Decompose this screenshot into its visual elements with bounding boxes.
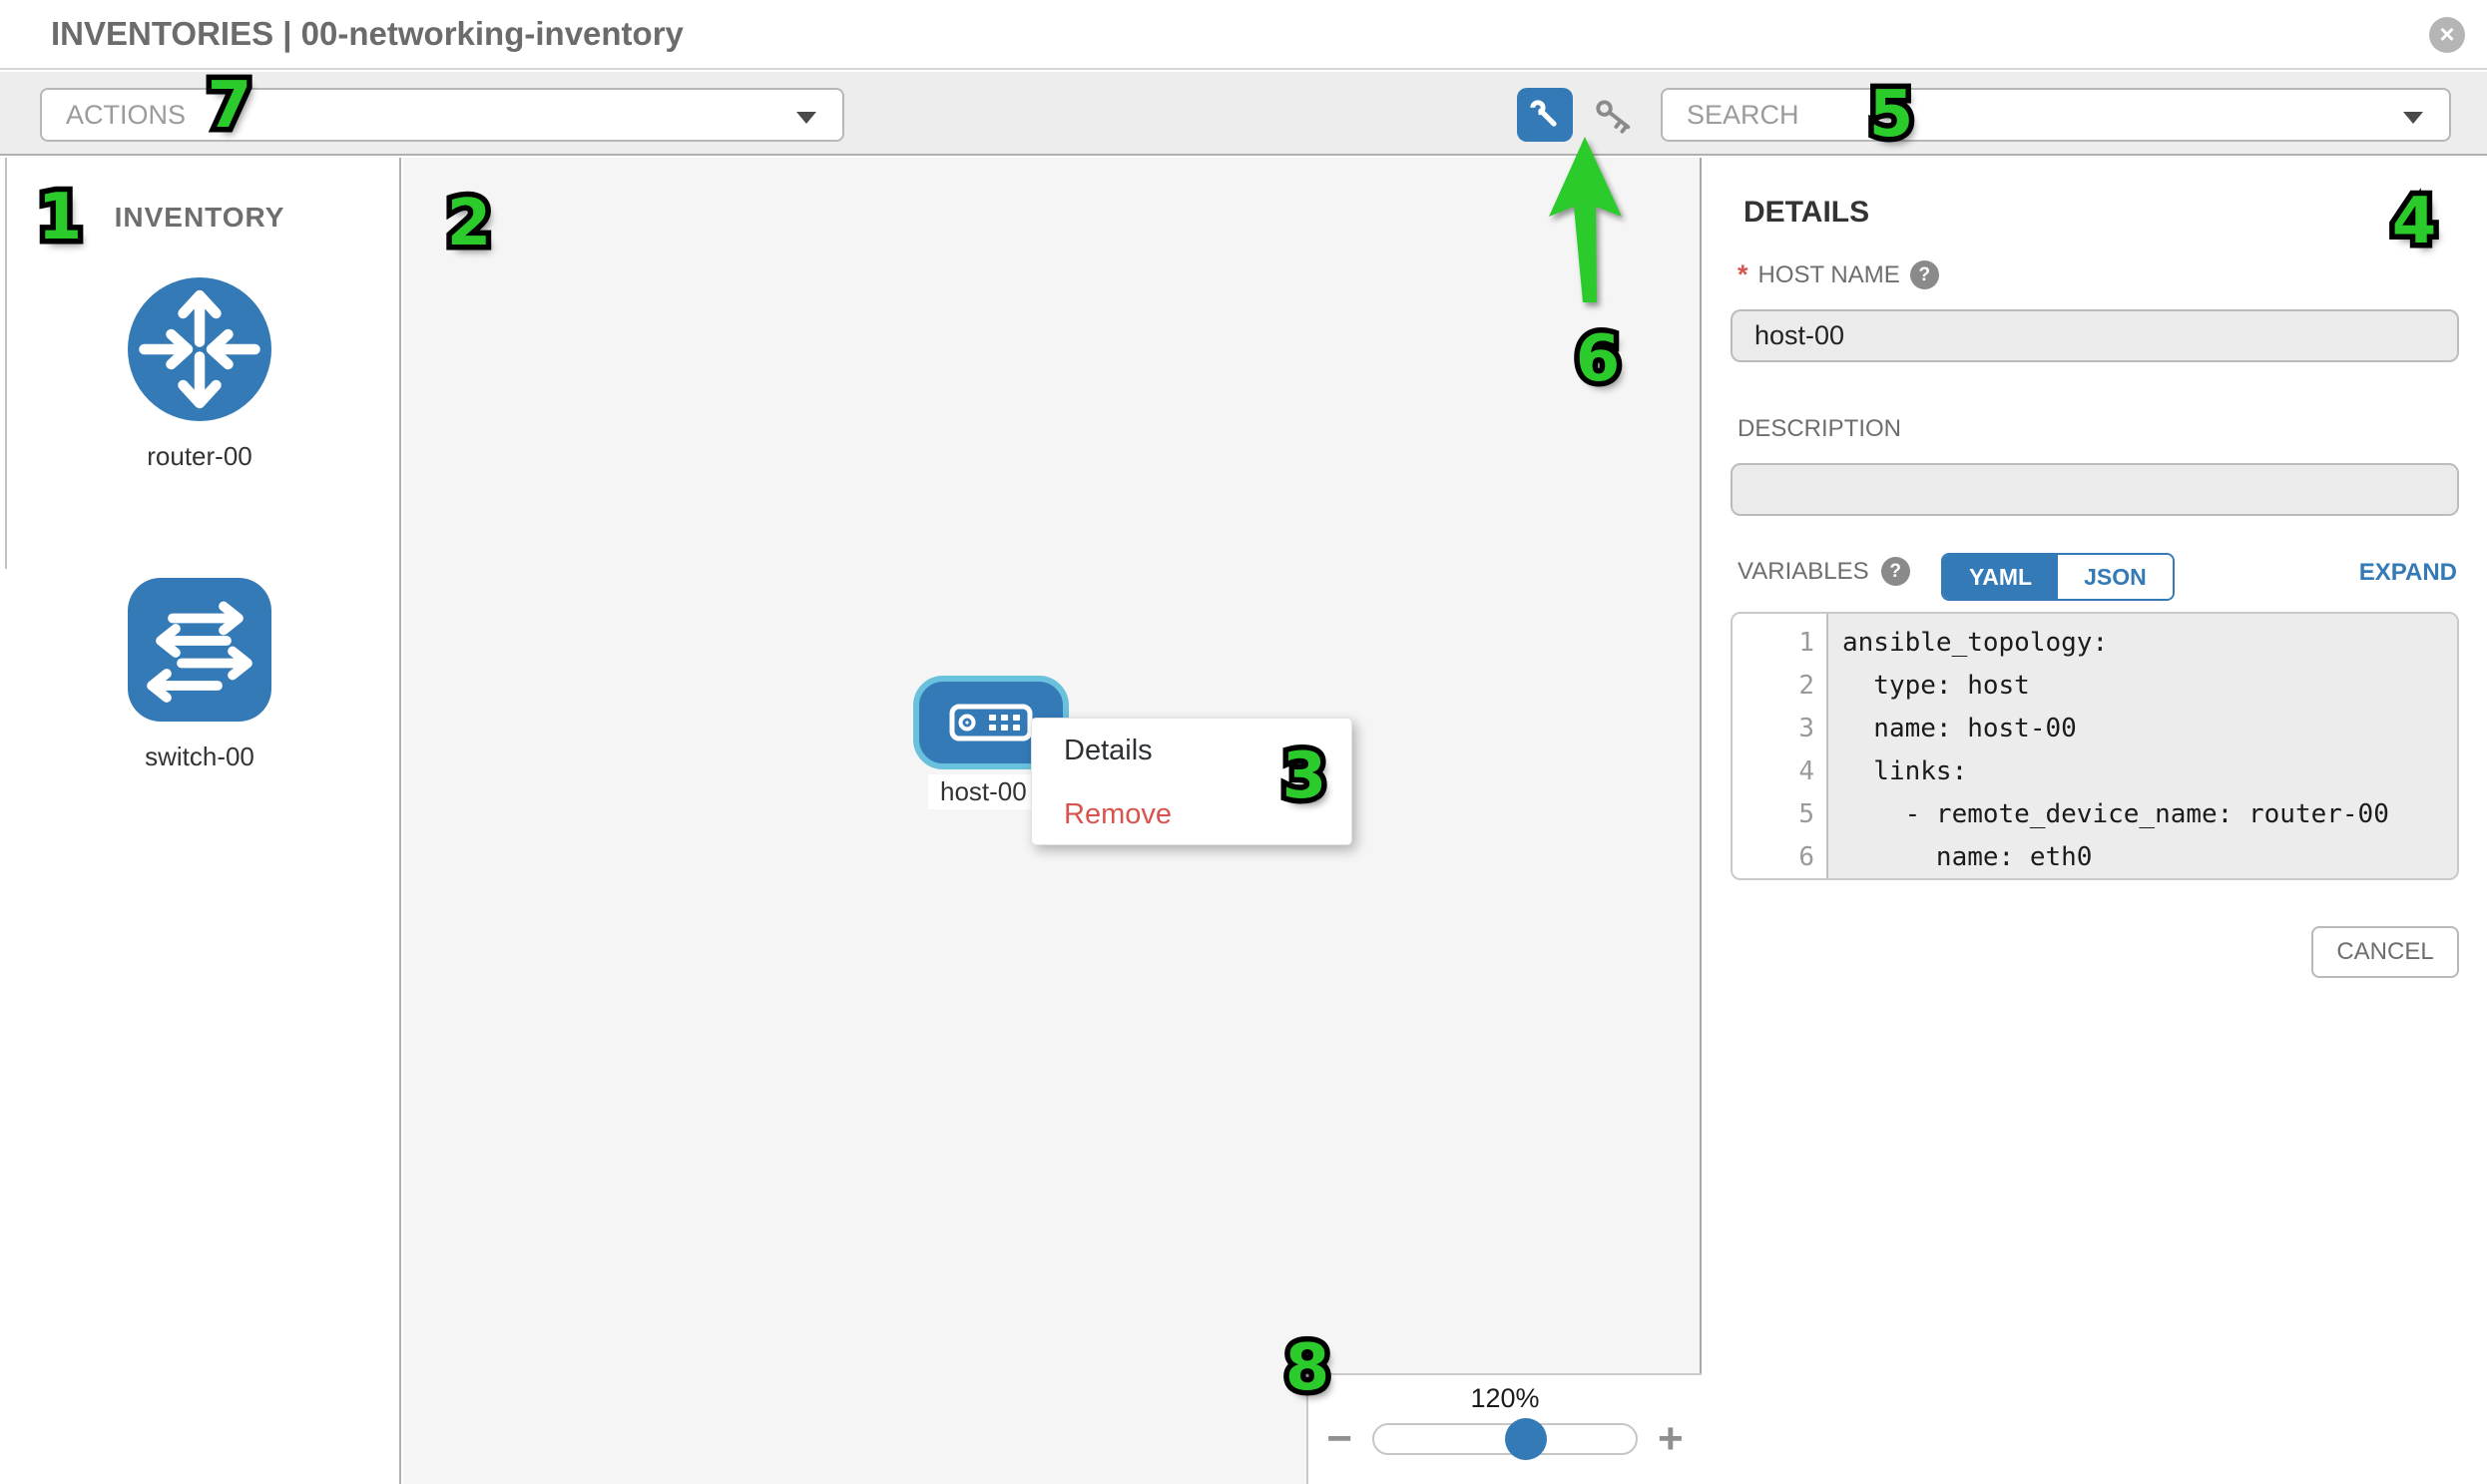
help-icon[interactable]: ?	[1909, 260, 1939, 289]
variables-label: VARIABLES	[1738, 557, 1869, 585]
page-title: INVENTORIES | 00-networking-inventory	[51, 15, 684, 52]
key-button[interactable]	[1589, 92, 1639, 140]
tools-button[interactable]	[1517, 88, 1573, 142]
zoom-control: 120% − +	[1306, 1373, 1702, 1484]
editor-line-numbers: 1 2 3 4 5 6 7	[1733, 614, 1828, 878]
topology-canvas[interactable]: host-00 Details Remove 120% − +	[403, 158, 1702, 1484]
zoom-slider-thumb[interactable]	[1504, 1418, 1547, 1460]
line-number: 4	[1798, 756, 1814, 786]
help-icon[interactable]: ?	[1880, 557, 1910, 586]
search-dropdown-label: SEARCH	[1687, 100, 1799, 130]
node-host-00[interactable]	[913, 676, 1069, 769]
search-dropdown[interactable]: SEARCH	[1661, 88, 2451, 142]
palette-item-label: router-00	[147, 441, 252, 471]
line-number: 7	[1733, 879, 1826, 880]
expand-link[interactable]: EXPAND	[2358, 559, 2457, 586]
wrench-icon	[1530, 100, 1557, 127]
cancel-button[interactable]: CANCEL	[2311, 926, 2459, 978]
description-input[interactable]	[1731, 463, 2459, 516]
details-panel: DETAILS * HOST NAME ? DESCRIPTION VARIAB…	[1704, 158, 2487, 1484]
zoom-out-button[interactable]: −	[1326, 1414, 1352, 1463]
line-number: 6	[1798, 842, 1814, 872]
description-label-row: DESCRIPTION	[1738, 415, 1901, 443]
line-number: 5	[1798, 799, 1814, 829]
actions-dropdown-label: ACTIONS	[66, 100, 187, 130]
key-icon	[1596, 100, 1631, 134]
inventory-title: INVENTORY	[114, 202, 285, 233]
actions-dropdown[interactable]: ACTIONS	[40, 88, 844, 142]
zoom-level-label: 120%	[1470, 1383, 1540, 1413]
description-label: DESCRIPTION	[1738, 415, 1902, 442]
switch-icon	[128, 578, 271, 722]
zoom-in-button[interactable]: +	[1658, 1414, 1684, 1463]
palette-item-switch[interactable]: switch-00	[0, 575, 399, 772]
host-name-input[interactable]	[1731, 309, 2459, 362]
code-line: type: host	[1842, 671, 2030, 701]
line-number: 1	[1798, 628, 1814, 658]
details-panel-title: DETAILS	[1743, 196, 1870, 229]
variables-format-toggle: YAML JSON	[1941, 553, 2175, 601]
context-menu-item-remove[interactable]: Remove	[1064, 798, 1172, 830]
variables-code-editor[interactable]: 1 2 3 4 5 6 7 ansible_topology: type: ho…	[1731, 612, 2459, 880]
zoom-slider[interactable]	[1372, 1418, 1638, 1460]
node-label: host-00	[928, 774, 1039, 809]
variables-label-row: VARIABLES ?	[1738, 557, 1910, 586]
host-name-label: HOST NAME	[1757, 260, 1900, 288]
tab-yaml[interactable]: YAML	[1943, 555, 2059, 599]
line-number: 2	[1798, 671, 1814, 701]
sidebar-edge-line	[5, 158, 7, 569]
tab-json[interactable]: JSON	[2058, 555, 2173, 599]
editor-code-lines: ansible_topology: type: host name: host-…	[1828, 614, 2457, 878]
close-icon[interactable]: ×	[2429, 17, 2465, 53]
code-line: name: host-00	[1842, 714, 2077, 743]
code-line: - remote_device_name: router-00	[1842, 799, 2389, 829]
code-line: ansible_topology:	[1842, 628, 2109, 658]
page-header: INVENTORIES | 00-networking-inventory ×	[0, 0, 2487, 70]
palette-item-router[interactable]: router-00	[0, 274, 399, 472]
code-line: remote_interface_name: eth0	[1842, 879, 2457, 880]
context-menu: Details Remove	[1031, 718, 1352, 845]
chevron-down-icon	[796, 112, 816, 124]
host-name-label-row: * HOST NAME ?	[1738, 259, 1939, 290]
code-line: name: eth0	[1842, 842, 2093, 872]
router-icon	[128, 277, 271, 421]
toolbar: ACTIONS SEARCH	[0, 72, 2487, 156]
inventory-sidebar: INVENTORY router-00	[0, 158, 401, 1484]
context-menu-item-details[interactable]: Details	[1064, 735, 1153, 766]
required-marker: *	[1738, 259, 1748, 289]
host-icon	[949, 704, 1033, 742]
chevron-down-icon	[2403, 112, 2423, 124]
code-line: links:	[1842, 756, 1968, 786]
palette-item-label: switch-00	[145, 742, 254, 771]
line-number: 3	[1798, 714, 1814, 743]
